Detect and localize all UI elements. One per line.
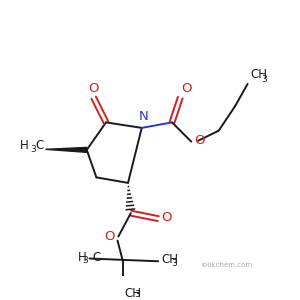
- Text: CH: CH: [124, 287, 141, 300]
- Text: O: O: [161, 211, 172, 224]
- Text: 3: 3: [135, 290, 140, 299]
- Text: 3: 3: [172, 259, 178, 268]
- Text: C: C: [92, 250, 101, 264]
- Text: C: C: [35, 139, 43, 152]
- Text: O: O: [88, 82, 99, 95]
- Text: O: O: [194, 134, 205, 147]
- Text: 3: 3: [82, 256, 88, 265]
- Text: H: H: [78, 250, 87, 264]
- Text: CH: CH: [161, 254, 178, 266]
- Text: 3: 3: [30, 145, 36, 154]
- Text: H: H: [20, 139, 29, 152]
- Text: CH: CH: [250, 68, 267, 81]
- Text: N: N: [138, 110, 148, 123]
- Text: 3: 3: [261, 75, 267, 84]
- Text: O: O: [182, 82, 192, 95]
- Text: O: O: [105, 230, 115, 243]
- Text: lookchem.com: lookchem.com: [201, 262, 253, 268]
- Polygon shape: [46, 147, 87, 152]
